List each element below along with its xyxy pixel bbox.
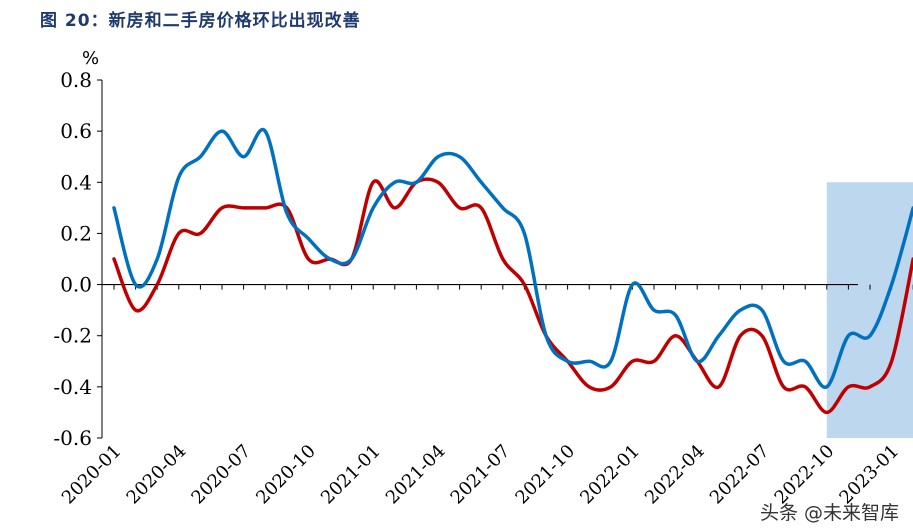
y-tick-label: -0.4 bbox=[53, 375, 92, 399]
x-tick-label: 2021-01 bbox=[317, 441, 385, 509]
series-line-1 bbox=[112, 127, 913, 389]
x-tick-label: 2021-10 bbox=[511, 441, 579, 509]
y-tick-label: 0.4 bbox=[60, 170, 92, 194]
y-tick-label: 0.8 bbox=[60, 68, 92, 92]
y-tick-label: 0.6 bbox=[60, 119, 92, 143]
y-tick-label: -0.6 bbox=[53, 426, 92, 450]
x-tick-label: 2020-10 bbox=[252, 441, 320, 509]
y-unit-label: % bbox=[82, 48, 99, 69]
chart-title: 图 20：新房和二手房价格环比出现改善 bbox=[40, 11, 361, 31]
y-tick-label: -0.2 bbox=[53, 324, 92, 348]
watermark-text: 头条 @未来智库 bbox=[759, 502, 899, 524]
x-tick-label: 2021-07 bbox=[447, 441, 515, 509]
x-tick-label: 2020-01 bbox=[58, 441, 126, 509]
x-tick-label: 2020-07 bbox=[187, 441, 255, 509]
series-line-2 bbox=[112, 177, 913, 415]
y-tick-label: 0.0 bbox=[60, 273, 92, 297]
x-tick-label: 2021-04 bbox=[382, 441, 450, 509]
x-tick-label: 2020-04 bbox=[123, 441, 191, 509]
x-tick-label: 2022-04 bbox=[641, 441, 709, 509]
x-tick-label: 2022-01 bbox=[576, 441, 644, 509]
y-tick-label: 0.2 bbox=[60, 221, 92, 245]
